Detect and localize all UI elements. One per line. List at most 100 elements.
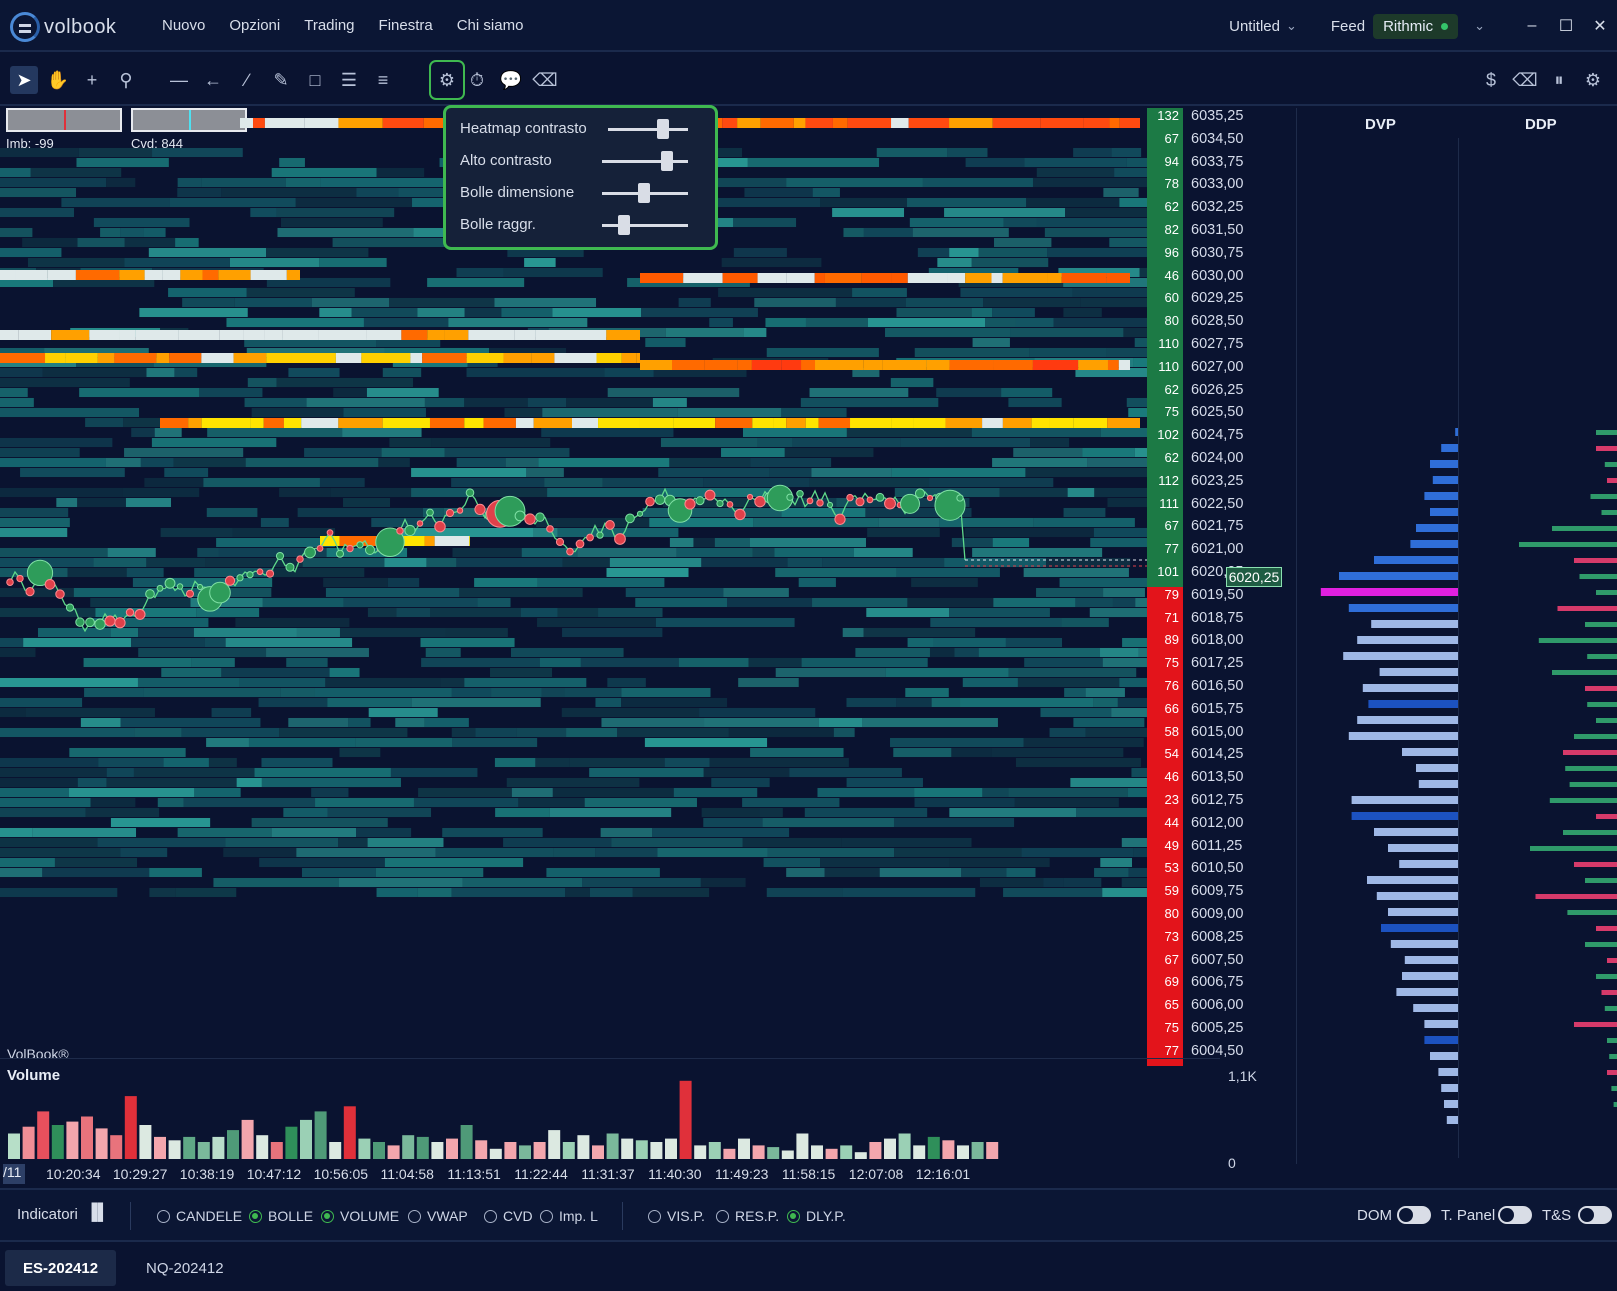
ladder-row[interactable]: 80 6028,50: [1147, 313, 1281, 336]
trade-bubble[interactable]: [396, 527, 404, 535]
trade-bubble[interactable]: [926, 494, 934, 502]
ladder-row[interactable]: 23 6012,75: [1147, 792, 1281, 815]
trade-bubble[interactable]: [356, 541, 364, 549]
ladder-row[interactable]: 96 6030,75: [1147, 244, 1281, 268]
indicator-option[interactable]: DLY.P.: [787, 1208, 846, 1224]
trade-bubble[interactable]: [636, 510, 644, 517]
radio-unchecked-icon[interactable]: [157, 1209, 170, 1223]
ladder-row[interactable]: 110 6027,00: [1147, 358, 1281, 382]
trade-bubble[interactable]: [6, 578, 14, 586]
ladder-row[interactable]: 62 6032,25: [1147, 199, 1281, 222]
ladder-row[interactable]: 77 6021,00: [1147, 541, 1281, 564]
trade-bubble[interactable]: [416, 520, 424, 527]
tab-nq[interactable]: NQ-202412: [146, 1260, 224, 1277]
ladder-row[interactable]: 62 6024,00: [1147, 450, 1281, 473]
ladder-row[interactable]: 53 6010,50: [1147, 860, 1281, 884]
ladder-row[interactable]: 80 6009,00: [1147, 906, 1281, 929]
indicator-option[interactable]: VIS.P.: [648, 1208, 705, 1224]
trade-bubble[interactable]: [196, 583, 204, 591]
ladder-row[interactable]: 69 6006,75: [1147, 974, 1281, 998]
ladder-row[interactable]: 102 6024,75: [1147, 427, 1281, 450]
trade-bubble[interactable]: [55, 589, 65, 599]
slider-thumb[interactable]: [637, 183, 650, 203]
ladder-row[interactable]: 49 6011,25: [1147, 837, 1281, 861]
trade-bubble[interactable]: [734, 508, 746, 521]
trade-bubble[interactable]: [176, 583, 184, 590]
trade-bubble[interactable]: [426, 508, 434, 517]
radio-unchecked-icon[interactable]: [648, 1209, 661, 1223]
ladder-row[interactable]: 66 6015,75: [1147, 700, 1281, 724]
ladder-row[interactable]: 94 6033,75: [1147, 153, 1281, 177]
ts-toggle[interactable]: [1578, 1206, 1612, 1224]
trade-bubble[interactable]: [474, 503, 486, 516]
ladder-row[interactable]: 112 6023,25: [1147, 472, 1281, 496]
ladder-row[interactable]: 46 6013,50: [1147, 769, 1281, 792]
ladder-row[interactable]: 73 6008,25: [1147, 928, 1281, 952]
bar-chart-icon[interactable]: ▐▌: [86, 1204, 109, 1221]
trade-bubble[interactable]: [566, 547, 574, 556]
trade-bubble[interactable]: [605, 520, 615, 530]
indicator-option[interactable]: RES.P.: [716, 1208, 779, 1224]
trade-bubble[interactable]: [855, 497, 865, 507]
trade-bubble[interactable]: [796, 489, 804, 498]
ladder-row[interactable]: 110 6027,75: [1147, 336, 1281, 359]
trade-bubble[interactable]: [456, 507, 464, 514]
trade-bubble[interactable]: [85, 617, 95, 628]
t-panel-toggle[interactable]: [1498, 1206, 1532, 1224]
trade-bubble[interactable]: [826, 501, 834, 508]
menu-nuovo[interactable]: Nuovo: [162, 17, 206, 34]
timer-icon[interactable]: ⏱: [469, 69, 485, 90]
trade-bubble[interactable]: [816, 499, 824, 507]
pause-icon[interactable]: ⏸: [1554, 69, 1564, 90]
trade-bubble[interactable]: [914, 488, 926, 499]
ladder-row[interactable]: 89 6018,00: [1147, 632, 1281, 656]
trade-bubble[interactable]: [404, 524, 416, 537]
ladder-row[interactable]: 58 6015,00: [1147, 723, 1281, 747]
menu-chi-siamo[interactable]: Chi siamo: [456, 17, 524, 34]
trade-bubble[interactable]: [296, 555, 304, 563]
trade-bubble[interactable]: [900, 493, 920, 514]
heatmap-contrast-slider[interactable]: [608, 119, 688, 139]
trade-bubble[interactable]: [44, 579, 56, 590]
ladder-row[interactable]: 65 6006,00: [1147, 997, 1281, 1020]
workspace-name[interactable]: Untitled: [1229, 17, 1280, 35]
trade-bubble[interactable]: [875, 492, 885, 502]
trade-bubble[interactable]: [134, 608, 146, 620]
radio-checked-icon[interactable]: [321, 1209, 334, 1223]
trade-bubble[interactable]: [684, 498, 696, 510]
trade-bubble[interactable]: [346, 544, 354, 553]
fib-icon[interactable]: ≡: [377, 69, 389, 90]
trade-bubble[interactable]: [236, 574, 244, 582]
trade-bubble[interactable]: [846, 493, 854, 502]
indicator-option[interactable]: VWAP: [408, 1208, 468, 1224]
trade-bubble[interactable]: [434, 520, 446, 533]
zoom-icon[interactable]: ⚲: [119, 69, 133, 90]
ruler-icon[interactable]: ✎: [273, 69, 289, 90]
trade-bubble[interactable]: [326, 529, 334, 536]
trade-bubble[interactable]: [185, 589, 195, 598]
trade-bubble[interactable]: [364, 544, 376, 556]
trade-bubble[interactable]: [26, 559, 54, 587]
trade-bubble[interactable]: [465, 488, 475, 498]
horizontal-line-icon[interactable]: —: [170, 69, 188, 90]
maximize-icon[interactable]: ☐: [1558, 18, 1574, 35]
trade-bubble[interactable]: [125, 608, 135, 617]
trade-bubble[interactable]: [246, 571, 254, 579]
trade-bubble[interactable]: [375, 527, 405, 558]
trade-bubble[interactable]: [445, 508, 455, 518]
lines-icon[interactable]: ☰: [340, 69, 358, 90]
trade-bubble[interactable]: [25, 587, 35, 597]
trade-bubble[interactable]: [754, 495, 766, 508]
trade-bubble[interactable]: [16, 574, 24, 583]
slider-thumb[interactable]: [618, 215, 631, 235]
ladder-row[interactable]: 71 6018,75: [1147, 609, 1281, 633]
bubble-size-slider[interactable]: [602, 183, 688, 203]
ladder-row[interactable]: 75 6005,25: [1147, 1020, 1281, 1043]
slider-thumb[interactable]: [656, 119, 669, 139]
tab-es[interactable]: ES-202412: [5, 1250, 117, 1286]
crosshair-icon[interactable]: +: [86, 69, 98, 90]
trade-bubble[interactable]: [75, 617, 85, 627]
trade-bubble[interactable]: [546, 525, 554, 533]
ladder-row[interactable]: 77 6004,50: [1147, 1042, 1281, 1066]
trade-bubble[interactable]: [786, 493, 794, 501]
